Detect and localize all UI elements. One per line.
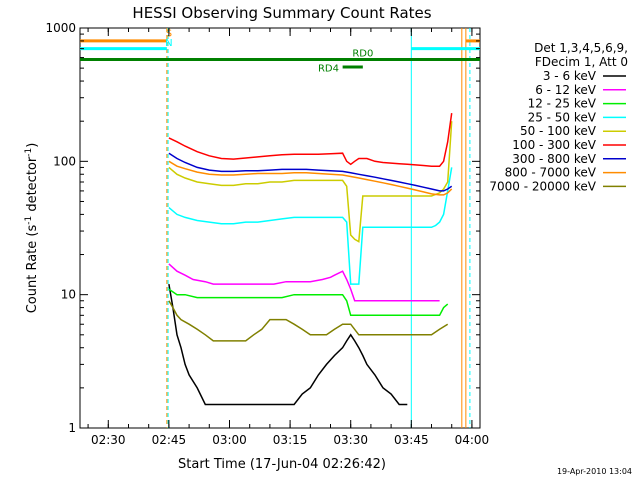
legend-label-1: 6 - 12 keV [535,83,597,97]
x-tick-label-0: 02:30 [91,433,126,447]
flag-rd0-label: RD0 [352,49,373,60]
y-tick-label-2: 100 [53,154,76,168]
x-tick-label-3: 03:15 [273,433,308,447]
y-axis-label: Count Rate (s-1 detector-1) [24,143,40,314]
x-tick-label-4: 03:30 [333,433,368,447]
chart-title: HESSI Observing Summary Count Rates [132,4,431,22]
legend-label-7: 800 - 7000 keV [505,166,597,180]
series-line-1 [168,263,440,302]
legend-label-4: 50 - 100 keV [520,124,597,138]
series-line-2 [168,288,449,317]
series-line-0 [168,283,408,406]
y-axis-label-sup-2: -1 [24,148,34,157]
legend-label-5: 100 - 300 keV [512,138,596,152]
x-axis: 02:30 02:45 03:00 03:15 03:30 03:45 04:00 [87,28,490,447]
y-tick-label-0: 1 [68,421,76,435]
series-lines [168,112,453,406]
x-axis-label: Start Time (17-Jun-04 02:26:42) [178,457,386,472]
footer-timestamp: 19-Apr-2010 13:04 [557,467,632,476]
flag-n-label: N [165,38,172,49]
x-tick-label-5: 03:45 [394,433,429,447]
legend-label-2: 12 - 25 keV [528,97,597,111]
legend-header-2: FDecim 1, Att 0 [535,55,628,69]
legend-header-1: Det 1,3,4,5,6,9, [534,41,628,55]
legend-label-0: 3 - 6 keV [543,69,597,83]
y-axis-label-part-1: Count Rate (s [25,225,40,314]
y-axis-label-part-2: detector [25,156,40,216]
series-line-8 [168,300,449,342]
series-line-7 [168,160,453,196]
y-axis: 1 10 100 1000 [45,21,480,435]
plot-frame [79,27,481,429]
flag-rd4-label: RD4 [318,64,339,75]
y-axis-label-sup-1: -1 [24,216,34,225]
series-line-4 [168,121,453,243]
x-tick-label-1: 02:45 [152,433,187,447]
y-axis-label-part-3: ) [25,143,40,148]
x-tick-label-6: 04:00 [455,433,490,447]
legend: Det 1,3,4,5,6,9, FDecim 1, Att 0 3 - 6 k… [489,41,628,193]
series-line-6 [168,152,453,192]
legend-label-6: 300 - 800 keV [512,152,596,166]
series-line-5 [168,112,453,167]
y-tick-label-1: 10 [61,288,76,302]
x-tick-label-2: 03:00 [212,433,247,447]
flag-bars: SNRD0RD4 [80,29,480,75]
series-line-3 [168,167,453,285]
plot-area: SNRD0RD4 02:3002:4503:0003:1503:3003:450… [45,21,489,447]
legend-label-8: 7000 - 20000 keV [489,179,596,193]
y-tick-label-3: 1000 [45,21,76,35]
legend-label-3: 25 - 50 keV [528,110,597,124]
